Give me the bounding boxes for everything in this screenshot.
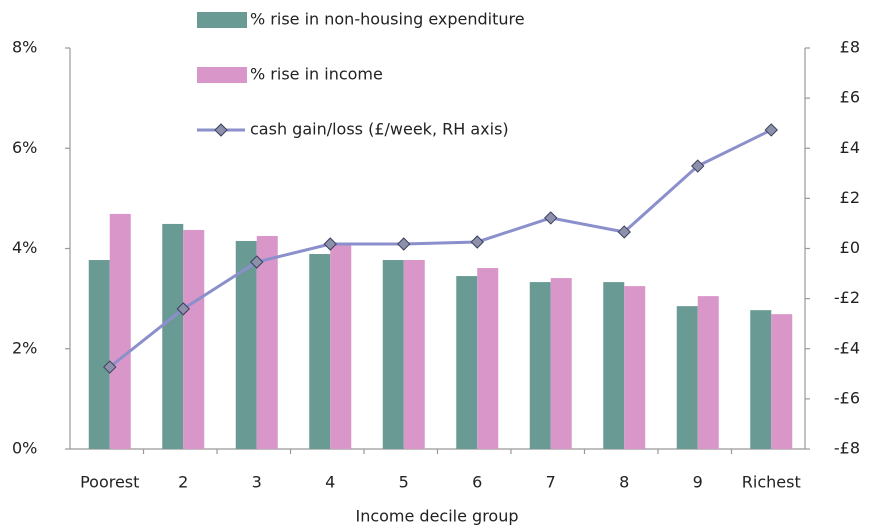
bar bbox=[309, 254, 331, 449]
legend-marker bbox=[214, 123, 228, 137]
marker bbox=[397, 237, 411, 251]
bar bbox=[183, 229, 205, 449]
x-tick-label: 8 bbox=[619, 473, 629, 492]
marker bbox=[323, 237, 337, 251]
x-tick-label: Poorest bbox=[80, 473, 139, 492]
y2-tick-label: -£8 bbox=[834, 439, 860, 458]
legend-swatch bbox=[197, 12, 247, 28]
y2-tick-label: £0 bbox=[840, 238, 860, 257]
bar bbox=[477, 268, 499, 449]
y-tick-label: 4% bbox=[12, 238, 37, 257]
x-tick-label: 9 bbox=[693, 473, 703, 492]
bar bbox=[235, 240, 257, 449]
bar bbox=[162, 223, 184, 449]
y2-tick-label: -£4 bbox=[834, 338, 860, 357]
bar bbox=[697, 296, 719, 449]
y-tick-label: 0% bbox=[12, 439, 37, 458]
y2-tick-label: £8 bbox=[840, 38, 860, 57]
y2-tick-label: £4 bbox=[840, 138, 860, 157]
bar bbox=[456, 276, 478, 449]
marker bbox=[470, 235, 484, 249]
x-tick-label: 7 bbox=[546, 473, 556, 492]
y-tick-label: 6% bbox=[12, 138, 37, 157]
marker bbox=[103, 360, 117, 374]
bar bbox=[88, 260, 110, 449]
bar bbox=[382, 260, 404, 449]
legend-swatch bbox=[197, 67, 247, 83]
marker bbox=[250, 255, 264, 269]
bar bbox=[256, 235, 278, 449]
y2-tick-label: £6 bbox=[840, 88, 860, 107]
marker bbox=[544, 211, 558, 225]
line bbox=[108, 128, 772, 369]
marker bbox=[764, 123, 778, 137]
y2-tick-label: £2 bbox=[840, 188, 860, 207]
bar bbox=[624, 286, 646, 449]
x-tick-label: 3 bbox=[252, 473, 262, 492]
legend-label: % rise in income bbox=[250, 65, 383, 84]
y-tick-label: 8% bbox=[12, 38, 37, 57]
marker bbox=[617, 225, 631, 239]
marker bbox=[176, 302, 190, 316]
bar bbox=[330, 243, 352, 449]
x-tick-label: Richest bbox=[742, 473, 801, 492]
y2-tick-label: -£2 bbox=[834, 288, 860, 307]
x-tick-label: 4 bbox=[325, 473, 335, 492]
bar bbox=[403, 260, 425, 449]
bar bbox=[750, 310, 772, 449]
x-tick-label: 2 bbox=[178, 473, 188, 492]
bar bbox=[529, 282, 551, 449]
bar bbox=[603, 282, 625, 449]
x-tick-label: 6 bbox=[472, 473, 482, 492]
y-tick-label: 2% bbox=[12, 338, 37, 357]
bar bbox=[550, 278, 572, 449]
bar bbox=[676, 306, 698, 449]
x-axis-label: Income decile group bbox=[355, 507, 518, 526]
x-tick-label: 5 bbox=[399, 473, 409, 492]
legend-label: % rise in non-housing expenditure bbox=[250, 10, 525, 29]
marker bbox=[691, 159, 705, 173]
y2-tick-label: -£6 bbox=[834, 388, 860, 407]
bar bbox=[109, 213, 131, 449]
legend-label: cash gain/loss (£/week, RH axis) bbox=[250, 120, 509, 139]
bar bbox=[771, 314, 793, 449]
